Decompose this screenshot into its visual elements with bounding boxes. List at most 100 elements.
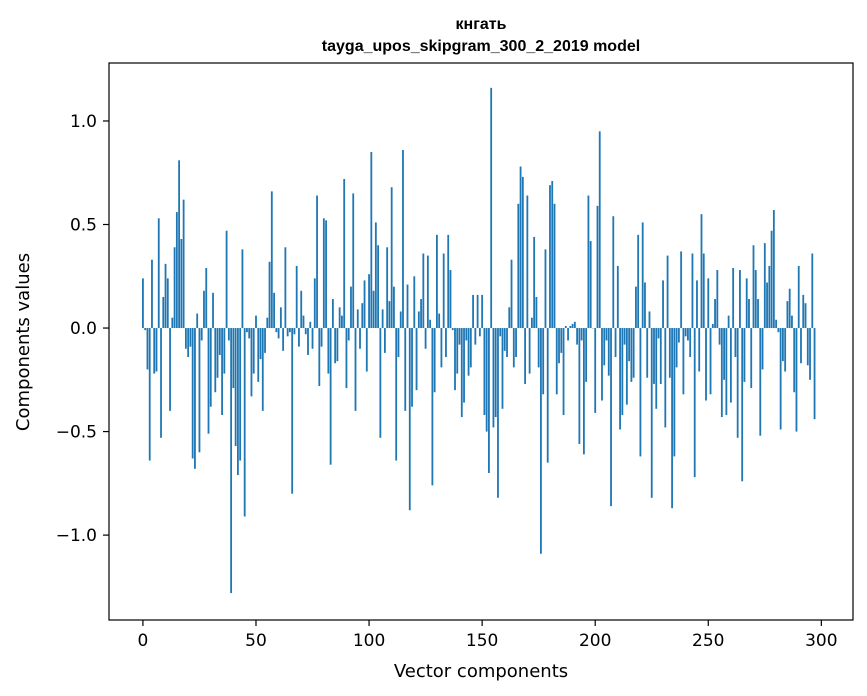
y-tick-label: −0.5 (56, 423, 97, 443)
bar-230 (662, 280, 664, 329)
bar-113 (397, 328, 400, 358)
bar-235 (673, 328, 676, 457)
bar-288 (793, 328, 796, 393)
bar-295 (809, 328, 811, 380)
bar-79 (320, 328, 323, 347)
bar-263 (736, 328, 739, 438)
bar-124 (422, 253, 425, 329)
bar-35 (221, 328, 223, 416)
bar-12 (169, 328, 171, 411)
chart-title: кнгать (456, 16, 507, 33)
bar-147 (474, 328, 477, 345)
bar-278 (770, 230, 773, 329)
bar-47 (248, 328, 251, 339)
bar-164 (512, 328, 515, 368)
bar-258 (725, 328, 728, 416)
bar-255 (718, 328, 721, 345)
bar-293 (804, 303, 807, 329)
bar-55 (266, 317, 269, 329)
bar-129 (433, 328, 436, 393)
bar-26 (200, 328, 203, 341)
bar-63 (284, 247, 287, 329)
bar-29 (207, 328, 210, 434)
bar-60 (277, 328, 280, 339)
bar-180 (549, 185, 551, 329)
bar-51 (257, 328, 260, 382)
bar-14 (173, 247, 176, 329)
bar-178 (544, 249, 547, 329)
bar-23 (194, 328, 196, 469)
bar-227 (655, 328, 658, 409)
bar-21 (189, 328, 192, 347)
bar-39 (230, 328, 233, 594)
bar-72 (304, 328, 307, 335)
bar-203 (601, 328, 603, 401)
bar-30 (209, 328, 212, 407)
bar-284 (784, 328, 787, 372)
bar-289 (795, 328, 798, 432)
bar-251 (709, 328, 712, 395)
bar-148 (476, 294, 479, 329)
bar-4 (151, 259, 153, 329)
bar-274 (761, 328, 764, 370)
bar-27 (203, 290, 205, 329)
bar-165 (515, 328, 517, 358)
bar-16 (178, 160, 181, 329)
bar-291 (800, 328, 802, 364)
bar-245 (696, 280, 698, 329)
bar-175 (537, 328, 540, 368)
bar-93 (352, 193, 355, 329)
y-axis-label: Components values (13, 253, 34, 431)
bar-253 (714, 299, 716, 329)
bar-103 (374, 222, 377, 329)
bar-series (142, 87, 816, 594)
bar-32 (214, 328, 217, 393)
bar-65 (289, 328, 291, 333)
bar-33 (216, 328, 219, 378)
bar-88 (341, 315, 343, 329)
y-axis: −1.0 −0.5 0.0 0.5 1.0 (56, 112, 109, 546)
bar-202 (598, 131, 601, 329)
bar-221 (641, 222, 644, 329)
bar-133 (442, 253, 445, 329)
bar-270 (752, 245, 755, 329)
bar-38 (227, 328, 230, 341)
bar-95 (356, 309, 359, 329)
bar-145 (469, 328, 472, 368)
bar-11 (166, 278, 169, 329)
bar-86 (336, 328, 339, 362)
bar-15 (175, 212, 178, 329)
bar-194 (580, 328, 583, 341)
bar-160 (503, 328, 506, 351)
bar-126 (426, 255, 429, 329)
bar-71 (302, 315, 305, 329)
bar-231 (664, 328, 667, 428)
bar-59 (275, 328, 278, 333)
bar-179 (546, 328, 549, 463)
bar-87 (338, 307, 341, 329)
bar-259 (727, 315, 730, 329)
bar-207 (610, 328, 612, 507)
bar-97 (361, 303, 364, 329)
bar-186 (562, 328, 565, 416)
bar-17 (180, 239, 183, 329)
x-tick-label: 150 (466, 631, 498, 651)
bar-40 (232, 328, 235, 389)
bar-200 (594, 328, 597, 413)
bar-5 (153, 328, 156, 374)
bar-136 (449, 270, 452, 329)
bar-122 (417, 311, 420, 329)
y-tick-label: 0.0 (70, 319, 97, 339)
bar-272 (757, 299, 759, 329)
bar-7 (157, 218, 160, 329)
bar-25 (198, 328, 201, 453)
bar-1 (144, 328, 147, 331)
bar-75 (311, 328, 314, 349)
bar-173 (533, 236, 536, 329)
bar-53 (261, 328, 264, 411)
x-axis: 0 50 100 150 200 250 300 (138, 620, 838, 651)
bar-139 (456, 328, 459, 374)
bar-152 (485, 328, 488, 432)
bar-226 (653, 328, 655, 384)
bar-107 (383, 328, 386, 353)
